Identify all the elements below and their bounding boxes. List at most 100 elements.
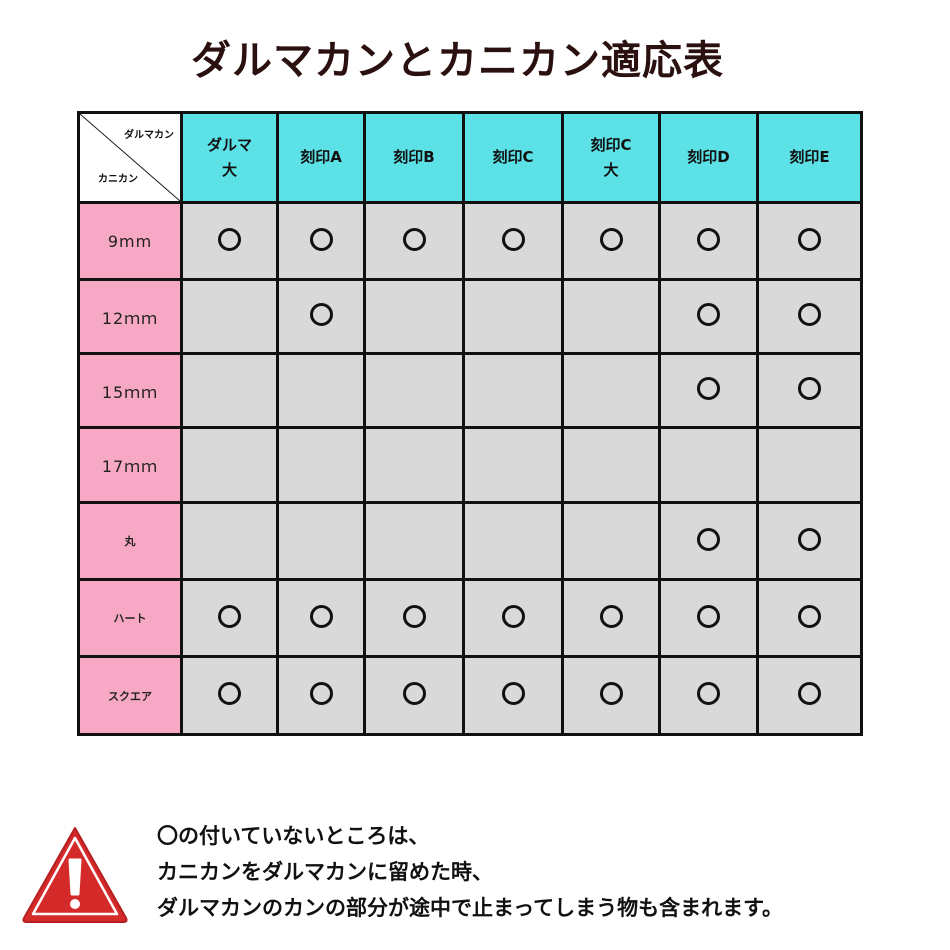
compatible-circle-mark (697, 527, 720, 551)
table-cell (180, 578, 279, 658)
compatible-circle-mark (697, 682, 720, 705)
table-cell (276, 578, 366, 658)
compatible-circle-mark (309, 303, 333, 326)
table-cell (658, 578, 759, 658)
table-cell (756, 352, 863, 429)
table-row: 9mm (77, 201, 863, 281)
row-header: 15ｍｍ (77, 352, 183, 429)
note-line: 〇の付いていないところは、 (157, 824, 430, 848)
column-header: 刻印C (462, 111, 564, 204)
table-cell (561, 655, 661, 736)
compatible-circle-mark (218, 682, 241, 705)
compatible-circle-mark (501, 604, 525, 628)
table-cell (276, 655, 366, 736)
compatibility-table: ダルマカン カニカン ダルマ 大刻印A 刻印B 刻印C 刻印C 大刻印D 刻印E 9mm 12ｍ… (77, 111, 863, 736)
table-cell (462, 426, 564, 504)
compatible-circle-mark (218, 227, 241, 251)
compatible-circle-mark (798, 682, 821, 705)
compatible-circle-mark (697, 377, 720, 400)
compatible-circle-mark (309, 227, 333, 251)
table-cell (561, 578, 661, 658)
corner-header: ダルマカンカニカン (77, 111, 183, 204)
table-cell (363, 578, 465, 658)
table-cell (462, 352, 564, 429)
column-header: ダルマ 大 (180, 111, 279, 204)
table-cell (180, 201, 279, 281)
table-cell (561, 426, 661, 504)
column-header: 刻印C 大 (561, 111, 661, 204)
compatible-circle-mark (501, 227, 525, 251)
table-row: 12ｍｍ (77, 278, 863, 355)
table-cell (561, 501, 661, 581)
compatible-circle-mark (798, 303, 821, 326)
column-header: 刻印D (658, 111, 759, 204)
table-cell (276, 501, 366, 581)
compatible-circle-mark (402, 682, 426, 705)
table-cell (276, 352, 366, 429)
compatible-circle-mark (697, 604, 720, 628)
warning-note: 〇の付いていないところは、 カニカンをダルマカンに留めた時、 ダルマカンのカンの… (157, 818, 783, 926)
compatible-circle-mark (599, 682, 623, 705)
table-cell (180, 501, 279, 581)
row-header: スクエア (77, 655, 183, 736)
table-cell (180, 426, 279, 504)
table-cell (276, 426, 366, 504)
compatible-circle-mark (218, 604, 241, 628)
column-header: 刻印B (363, 111, 465, 204)
table-cell (561, 278, 661, 355)
table-cell (658, 201, 759, 281)
compatible-circle-mark (798, 227, 821, 251)
row-header: 9mm (77, 201, 183, 281)
row-header: ハート (77, 578, 183, 658)
compatible-circle-mark (798, 604, 821, 628)
table-cell (756, 578, 863, 658)
table-cell (658, 426, 759, 504)
table-row: ハート (77, 578, 863, 658)
compatible-circle-mark (798, 527, 821, 551)
warning-triangle-icon (22, 827, 128, 923)
table-cell (462, 501, 564, 581)
table-cell (462, 201, 564, 281)
table-cell (756, 655, 863, 736)
compatible-circle-mark (309, 682, 333, 705)
row-header: 丸 (77, 501, 183, 581)
table-cell (462, 578, 564, 658)
row-header: 12ｍｍ (77, 278, 183, 355)
compatible-circle-mark (599, 227, 623, 251)
row-header: 17ｍｍ (77, 426, 183, 504)
table-cell (756, 426, 863, 504)
table-cell (658, 501, 759, 581)
table-row: スクエア (77, 655, 863, 736)
table-cell (276, 201, 366, 281)
table-cell (561, 201, 661, 281)
corner-row-label: カニカン (98, 174, 138, 185)
note-line: カニカンをダルマカンに留めた時、 (157, 860, 493, 884)
compatible-circle-mark (501, 682, 525, 705)
compatible-circle-mark (697, 303, 720, 326)
table-row: 丸 (77, 501, 863, 581)
corner-column-label: ダルマカン (124, 130, 174, 141)
table-cell (658, 278, 759, 355)
table-cell (756, 201, 863, 281)
table-cell (756, 278, 863, 355)
table-row: 17ｍｍ (77, 426, 863, 504)
table-cell (756, 501, 863, 581)
compatible-circle-mark (798, 377, 821, 400)
table-cell (462, 655, 564, 736)
table-row: 15ｍｍ (77, 352, 863, 429)
table-cell (561, 352, 661, 429)
compatible-circle-mark (402, 604, 426, 628)
table-cell (180, 278, 279, 355)
page-title: ダルマカンとカニカン適応表 (191, 38, 724, 84)
compatible-circle-mark (402, 227, 426, 251)
table-cell (658, 352, 759, 429)
table-cell (658, 655, 759, 736)
table-cell (363, 352, 465, 429)
compatible-circle-mark (309, 604, 333, 628)
table-cell (180, 352, 279, 429)
table-cell (363, 655, 465, 736)
table-cell (363, 501, 465, 581)
table-cell (363, 201, 465, 281)
column-header: 刻印E (756, 111, 863, 204)
table-cell (363, 426, 465, 504)
